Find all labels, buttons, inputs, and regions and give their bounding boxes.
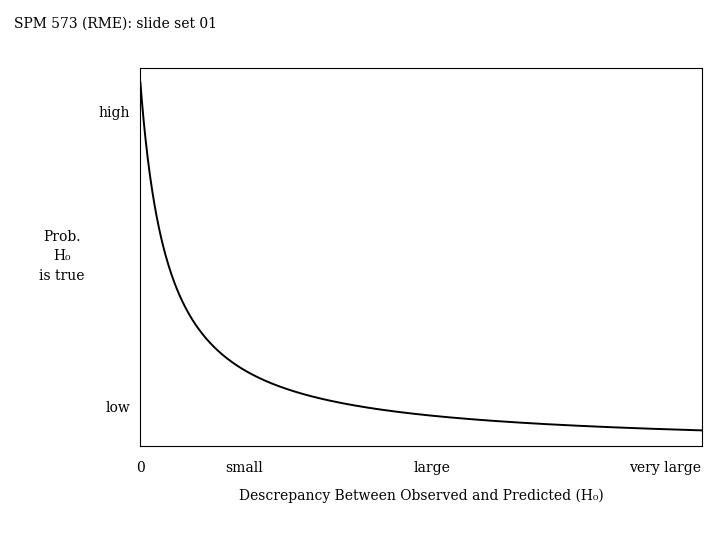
Text: SPM 573 (RME): slide set 01: SPM 573 (RME): slide set 01 — [14, 16, 217, 30]
Text: 0: 0 — [136, 461, 145, 475]
Text: Descrepancy Between Observed and Predicted (H₀): Descrepancy Between Observed and Predict… — [239, 489, 603, 503]
Text: low: low — [106, 401, 130, 415]
Text: very large: very large — [629, 461, 701, 475]
Text: high: high — [99, 106, 130, 120]
Text: large: large — [414, 461, 451, 475]
Text: Prob.
H₀
is true: Prob. H₀ is true — [39, 230, 84, 283]
Text: small: small — [225, 461, 264, 475]
